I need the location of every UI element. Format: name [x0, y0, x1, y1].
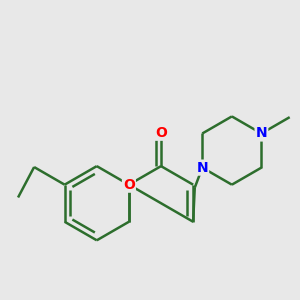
Text: N: N [256, 127, 267, 140]
Text: N: N [196, 160, 208, 175]
Text: O: O [123, 178, 135, 192]
Text: O: O [155, 126, 167, 140]
